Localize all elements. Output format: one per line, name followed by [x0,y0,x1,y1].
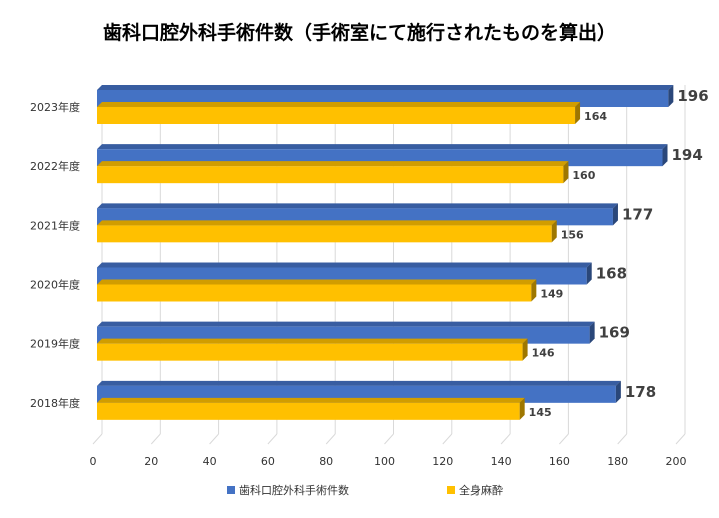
data-label: 196 [677,87,708,105]
gridline-floor [675,433,686,445]
data-label: 177 [622,205,653,223]
bar-side-face [612,203,618,226]
bar-top-face [97,102,581,107]
gridline-floor [150,433,161,445]
data-label: 146 [532,347,555,360]
x-tick-label: 160 [549,455,570,468]
gridline-floor [559,433,569,445]
x-tick-label: 60 [261,455,275,468]
bar-side-face [615,380,621,403]
x-tick-label: 20 [144,455,158,468]
data-label: 178 [625,383,656,401]
gridline-floor [617,433,628,445]
chart-title: 歯科口腔外科手術件数（手術室にて施行されたものを算出） [102,22,616,44]
bar-top-face [97,380,621,386]
gridline-floor [209,433,219,445]
x-tick-label: 100 [374,455,395,468]
bar-top-face [97,220,557,226]
axis-layer: 0 20 40 60 80 100 120 140 160 180 200 2023年度 2022年度 2… [30,100,687,468]
legend: 歯科口腔外科手術件数 全身麻酔 [227,483,503,497]
bar-side-face [563,161,569,184]
x-tick-label: 80 [319,455,333,468]
legend-swatch [447,486,455,494]
gridline-floor [92,433,103,445]
y-category-label: 2018年度 [30,396,80,410]
bar-general-anesthesia [97,343,523,361]
gridline-floor [442,433,453,445]
bar-top-face [97,262,592,268]
data-label: 164 [584,110,607,123]
bar-top-face [97,203,618,209]
x-tick-label: 120 [432,455,453,468]
bar-side-face [668,85,674,107]
y-category-label: 2021年度 [30,218,80,232]
legend-entry: 全身麻酔 [459,483,503,497]
data-label: 160 [572,169,595,182]
bar-side-face [519,397,525,420]
data-label: 145 [529,406,552,419]
data-label: 194 [672,146,703,164]
legend-entry: 歯科口腔外科手術件数 [239,483,349,497]
bar-side-face [589,321,595,344]
bar-side-face [575,102,581,124]
bar-side-face [662,144,668,167]
bar-side-face [586,262,592,285]
y-category-label: 2022年度 [30,159,80,173]
x-tick-label: 140 [491,455,512,468]
bar-general-anesthesia [97,402,520,420]
bars-layer: 196 164 194 160 177 156 168 149 169 146 178 145 [97,85,709,420]
bar-top-face [97,338,528,344]
x-tick-label: 40 [203,455,217,468]
gridline-floor [500,433,511,445]
bar-top-face [97,85,674,90]
gridline-floor [325,433,336,445]
bar-general-anesthesia [97,107,576,124]
x-tick-label: 200 [666,455,687,468]
data-label: 156 [561,228,584,241]
bar-top-face [97,144,668,150]
bar-side-face [522,338,528,361]
x-tick-label: 0 [90,455,97,468]
bar-top-face [97,397,525,403]
bar-side-face [551,220,557,243]
legend-swatch [227,486,235,494]
y-category-label: 2019年度 [30,337,80,351]
gridline-floor [267,433,278,445]
data-label: 169 [599,324,630,342]
data-label: 168 [596,265,627,283]
bar-side-face [531,279,537,302]
bar-top-face [97,279,537,285]
bar-top-face [97,161,569,167]
bar-top-face [97,321,595,327]
grid-layer [92,85,686,445]
x-tick-label: 180 [607,455,628,468]
bar-general-anesthesia [97,166,564,184]
gridline-floor [384,433,394,445]
bar-general-anesthesia [97,225,552,243]
bar-general-anesthesia [97,284,532,302]
data-label: 149 [540,288,563,301]
y-category-label: 2023年度 [30,100,80,114]
y-category-label: 2020年度 [30,278,80,292]
